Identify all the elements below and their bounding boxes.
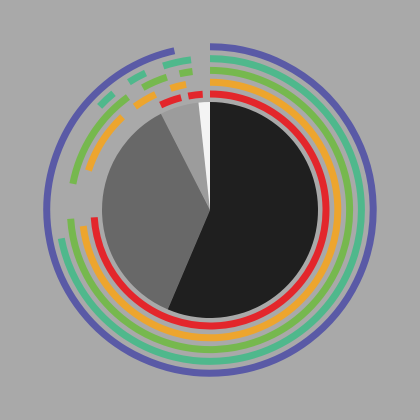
ring-arc (57, 55, 365, 365)
ring-arc (162, 56, 192, 70)
ring-arc (159, 94, 183, 109)
ring-arc (90, 90, 330, 330)
ring-arc (132, 91, 158, 110)
pie-slice (102, 113, 210, 310)
ring-arc (97, 90, 116, 109)
ring-arc (69, 94, 131, 185)
pie-slice (160, 102, 210, 210)
ring-arc (141, 73, 168, 91)
ring-arc (43, 43, 377, 377)
ring-arc (85, 114, 125, 172)
ring-arc (67, 66, 354, 354)
ring-arc (178, 68, 193, 78)
ring-arc (169, 81, 187, 92)
pie-slice (198, 102, 210, 210)
ring-arc (127, 69, 148, 86)
ring-arc (187, 90, 203, 100)
pie-slice (167, 102, 318, 318)
ring-arc (79, 78, 342, 342)
